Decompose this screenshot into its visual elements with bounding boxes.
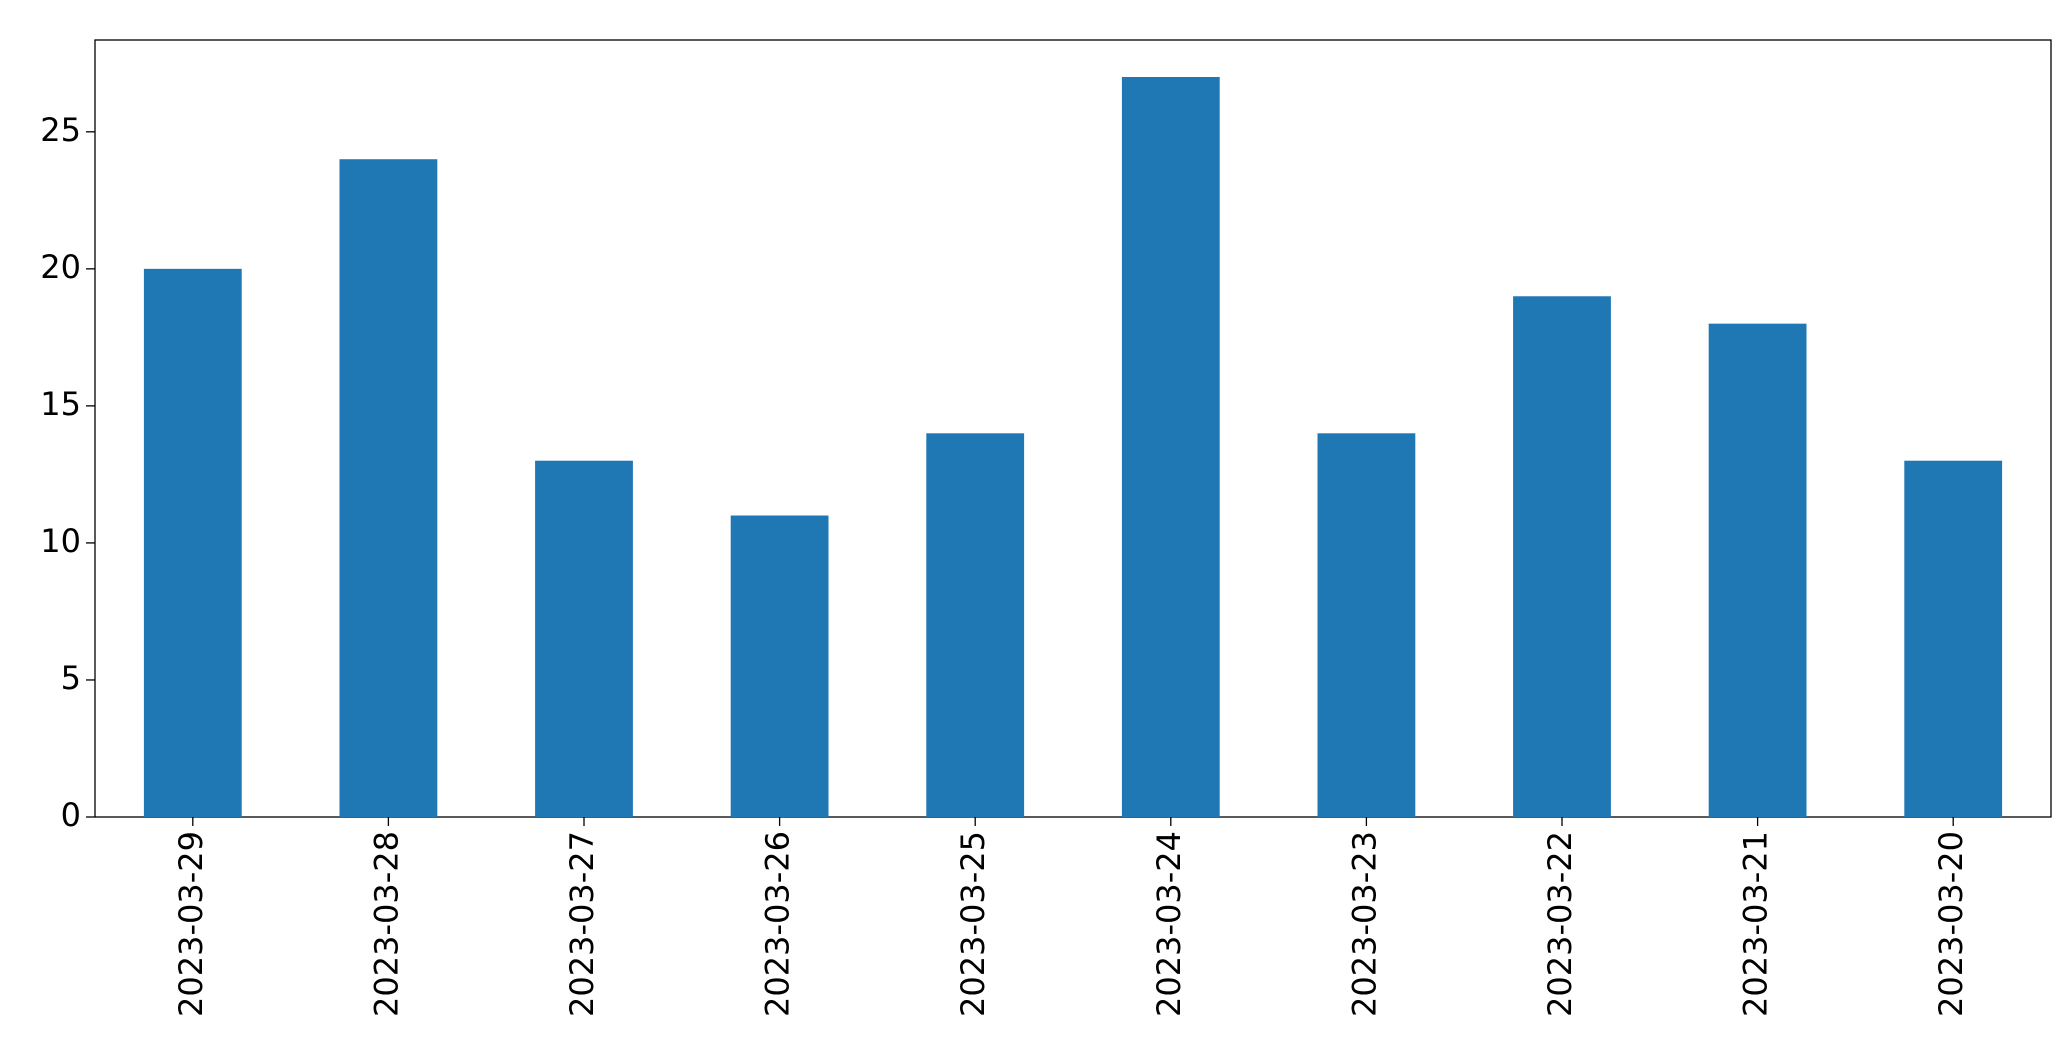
x-tick-label: 2023-03-23: [1345, 831, 1383, 1017]
x-tick-label: 2023-03-21: [1737, 831, 1775, 1017]
x-tick-label: 2023-03-24: [1150, 831, 1188, 1017]
bar: [143, 268, 242, 818]
y-tick-label: 5: [61, 659, 81, 697]
bar: [339, 159, 438, 817]
bar: [926, 433, 1025, 817]
y-tick-label: 20: [40, 248, 81, 286]
x-tick-label: 2023-03-27: [563, 831, 601, 1017]
plot-frame: [94, 39, 2052, 818]
y-tick-label: 10: [40, 522, 81, 560]
x-tick-label: 2023-03-25: [954, 831, 992, 1017]
y-tick-label: 0: [61, 796, 81, 834]
bar: [1708, 323, 1807, 817]
bar: [1317, 433, 1416, 817]
x-tick-label: 2023-03-20: [1932, 831, 1970, 1017]
x-tick-label: 2023-03-26: [759, 831, 797, 1017]
y-tick-label: 15: [40, 385, 81, 423]
x-tick-label: 2023-03-29: [172, 831, 210, 1017]
x-tick-label: 2023-03-22: [1541, 831, 1579, 1017]
bar: [1904, 460, 2003, 817]
x-tick-label: 2023-03-28: [367, 831, 405, 1017]
bar: [535, 460, 633, 817]
y-tick-label: 25: [40, 111, 81, 149]
bar: [1513, 296, 1611, 817]
bar: [1121, 77, 1220, 817]
bar: [730, 515, 829, 817]
